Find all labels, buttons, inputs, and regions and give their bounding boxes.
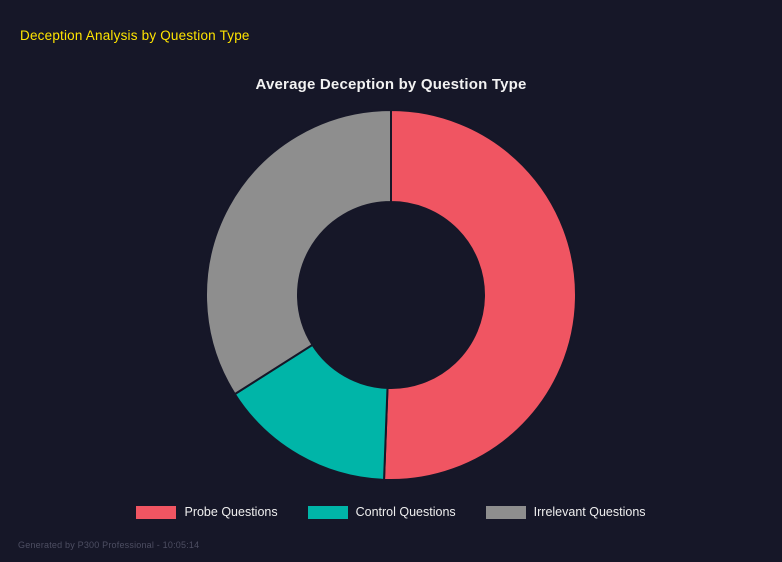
donut-segment-probe-questions[interactable] [382, 108, 577, 481]
doughnut-chart [203, 107, 579, 483]
page-title: Deception Analysis by Question Type [20, 28, 250, 43]
donut-segment-irrelevant-questions[interactable] [205, 108, 392, 396]
legend-label: Control Questions [355, 505, 456, 519]
legend-item-control-questions[interactable]: Control Questions [307, 505, 456, 519]
footer-status-text: Generated by P300 Professional - 10:05:1… [18, 540, 200, 550]
legend-item-probe-questions[interactable]: Probe Questions [136, 505, 278, 519]
chart-legend: Probe Questions Control Questions Irreleva… [136, 505, 646, 519]
chart-title: Average Deception by Question Type [255, 76, 527, 93]
legend-label: Probe Questions [184, 505, 278, 519]
legend-swatch-icon [136, 505, 177, 519]
legend-item-irrelevant-questions[interactable]: Irrelevant Questions [485, 505, 646, 519]
legend-swatch-icon [485, 505, 526, 519]
chart-container: Average Deception by Question Type Probe… [0, 76, 782, 519]
legend-swatch-icon [307, 505, 348, 519]
legend-label: Irrelevant Questions [533, 505, 646, 519]
